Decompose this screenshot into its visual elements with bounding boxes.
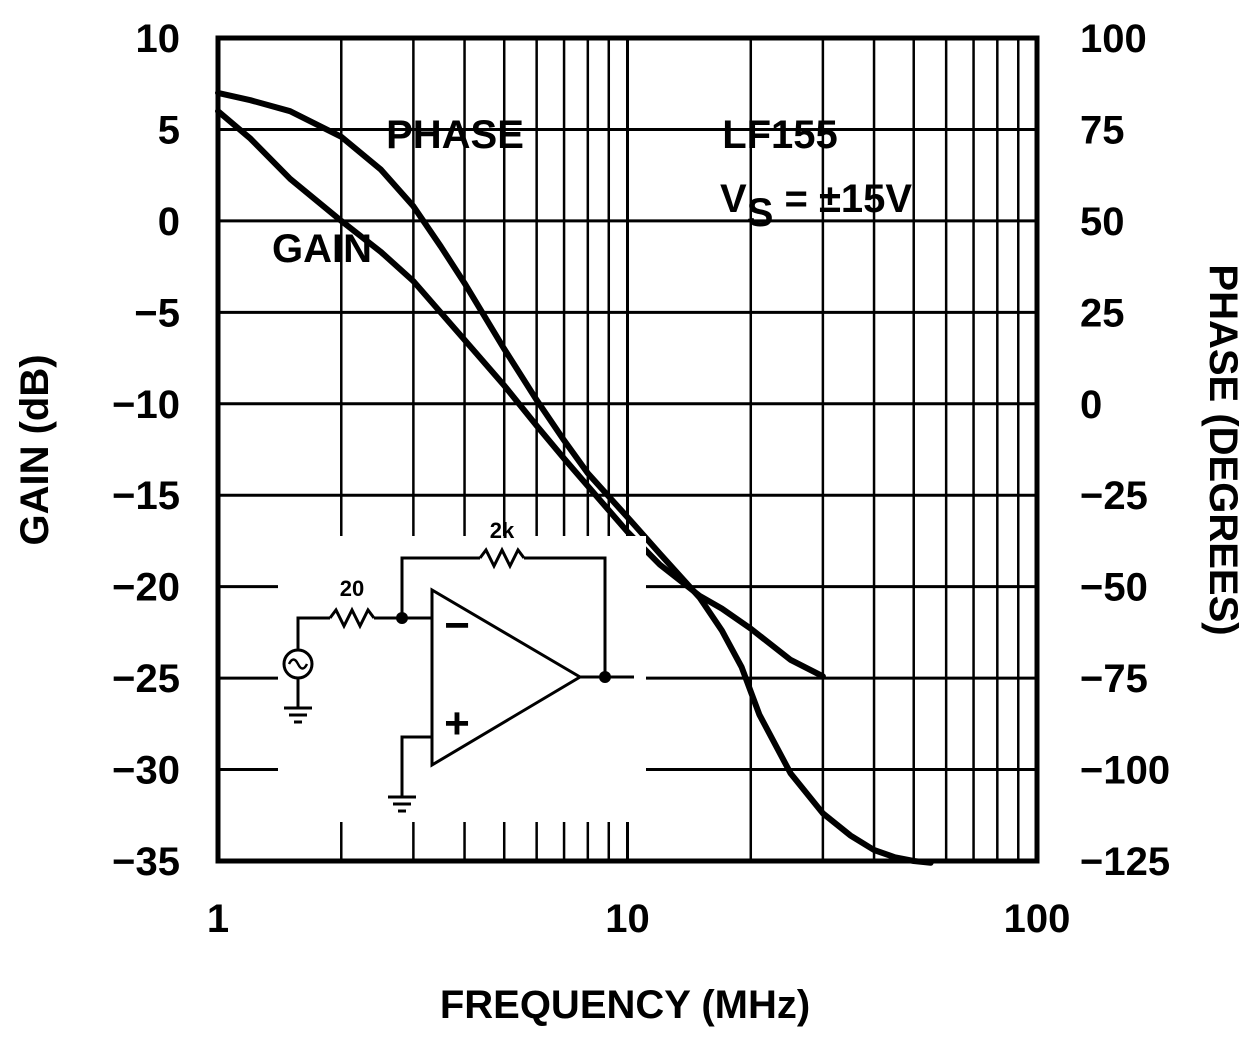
y-right-tick-label: 100: [1080, 17, 1147, 61]
x-tick-label: 1: [207, 897, 229, 941]
feedback-wire-left: [400, 556, 480, 618]
y-left-tick-label: −35: [112, 840, 180, 884]
y-left-tick-label: −10: [112, 383, 180, 427]
tick-labels: 1050−5−10−15−20−25−30−351007550250−25−50…: [112, 17, 1170, 941]
noninverting-ground-wire: [400, 735, 432, 797]
y-right-axis-title: PHASE (DEGREES): [1201, 264, 1245, 635]
ground-icon-2: [388, 795, 416, 813]
y-right-tick-label: 0: [1080, 383, 1102, 427]
supply-suffix: = ±15V: [773, 177, 912, 221]
y-right-tick-label: 25: [1080, 291, 1125, 335]
y-left-tick-label: 10: [136, 17, 181, 61]
supply-prefix: V: [720, 177, 747, 221]
inverting-input-symbol: −: [444, 601, 470, 650]
feedback-wire-right: [524, 556, 607, 677]
supply-subscript: S: [747, 191, 774, 235]
input-resistor-label: 20: [340, 576, 364, 601]
y-left-tick-label: −25: [112, 657, 180, 701]
feedback-resistor: [478, 546, 526, 570]
test-circuit-inset: 20 2k − +: [278, 518, 646, 822]
phase-series-line: [215, 89, 934, 866]
phase-curve-label: PHASE: [386, 113, 524, 157]
ground-icon: [284, 706, 312, 724]
input-resistor: [328, 606, 376, 630]
y-left-axis-title: GAIN (dB): [13, 354, 57, 545]
y-left-tick-label: −20: [112, 566, 180, 610]
curves: [215, 89, 934, 866]
x-axis-title: FREQUENCY (MHz): [440, 983, 810, 1027]
device-label: LF155: [722, 113, 838, 157]
input-wire: [296, 616, 330, 651]
output-node: [599, 671, 611, 683]
x-tick-label: 100: [1004, 897, 1071, 941]
x-tick-label: 10: [605, 897, 650, 941]
y-right-tick-label: −125: [1080, 840, 1170, 884]
plot-frame: [215, 35, 1040, 864]
y-left-tick-label: 0: [158, 200, 180, 244]
y-left-tick-label: 5: [158, 108, 180, 152]
supply-voltage-label: VS = ±15V: [720, 177, 912, 235]
y-right-tick-label: −100: [1080, 749, 1170, 793]
y-left-tick-label: −5: [134, 291, 180, 335]
y-left-tick-label: −30: [112, 749, 180, 793]
op-amp-symbol: [430, 587, 583, 768]
y-left-tick-label: −15: [112, 474, 180, 518]
gain-series-line: [215, 108, 826, 680]
y-right-tick-label: 75: [1080, 108, 1125, 152]
feedback-resistor-label: 2k: [490, 518, 515, 543]
y-right-tick-label: −50: [1080, 566, 1148, 610]
sine-wave-icon: [287, 658, 309, 670]
noninverting-input-symbol: +: [444, 699, 470, 748]
y-right-tick-label: 50: [1080, 200, 1125, 244]
inset-background: [278, 536, 646, 822]
y-right-tick-label: −75: [1080, 657, 1148, 701]
y-right-tick-label: −25: [1080, 474, 1148, 518]
